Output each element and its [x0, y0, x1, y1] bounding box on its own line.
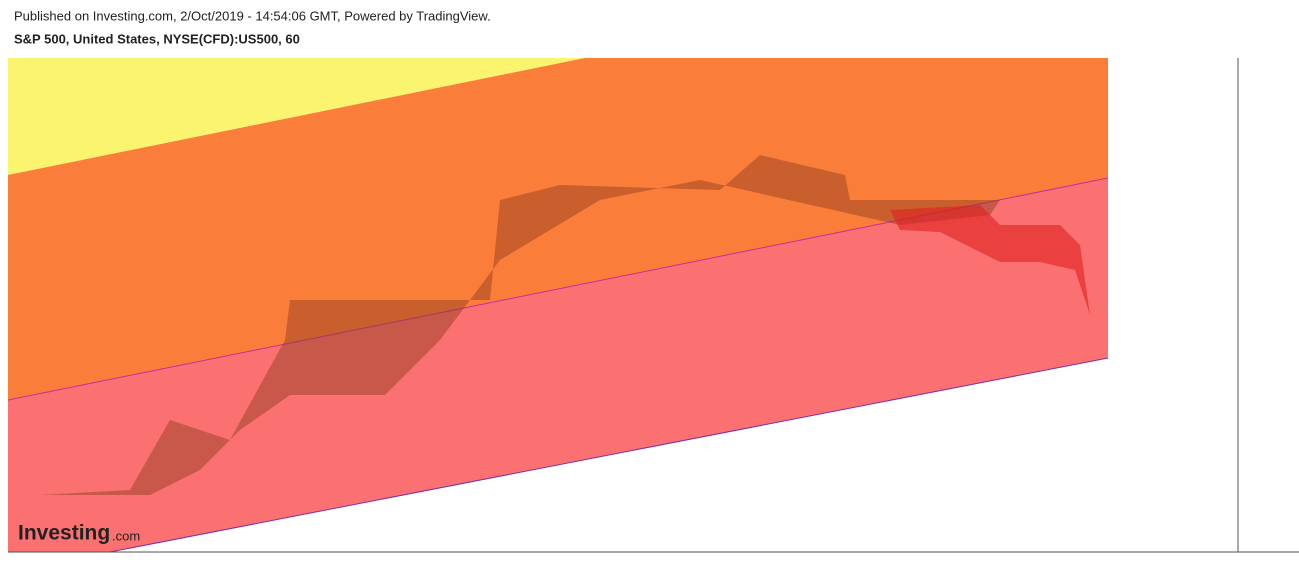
pink-channel: [8, 178, 1108, 552]
future-cloud: [890, 205, 1090, 315]
orange-zone: [8, 58, 1108, 400]
published-note: Published on Investing.com, 2/Oct/2019 -…: [14, 8, 491, 23]
channel-shapes: [8, 58, 1109, 552]
logo-name: Investing: [18, 522, 110, 545]
channel-line: [109, 357, 1109, 552]
cloud: [40, 155, 1000, 495]
instrument-title: S&P 500, United States, NYSE(CFD):US500,…: [14, 31, 300, 46]
logo-suffix: .com: [112, 528, 140, 543]
